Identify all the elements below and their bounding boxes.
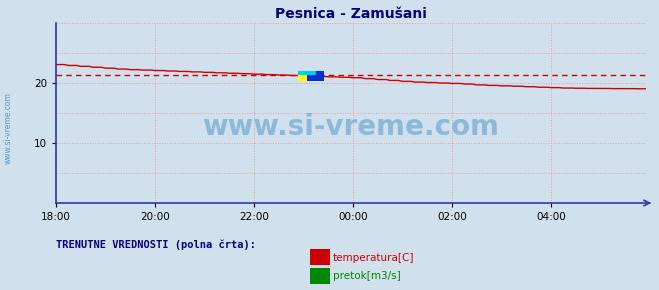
- Text: TRENUTNE VREDNOSTI (polna črta):: TRENUTNE VREDNOSTI (polna črta):: [56, 239, 256, 250]
- Text: www.si-vreme.com: www.si-vreme.com: [4, 92, 13, 164]
- Text: temperatura[C]: temperatura[C]: [333, 253, 415, 262]
- Bar: [298, 71, 316, 75]
- Bar: [298, 71, 316, 81]
- Title: Pesnica - Zamušani: Pesnica - Zamušani: [275, 7, 427, 21]
- Text: pretok[m3/s]: pretok[m3/s]: [333, 271, 401, 281]
- Text: www.si-vreme.com: www.si-vreme.com: [202, 113, 500, 142]
- Bar: [306, 71, 324, 81]
